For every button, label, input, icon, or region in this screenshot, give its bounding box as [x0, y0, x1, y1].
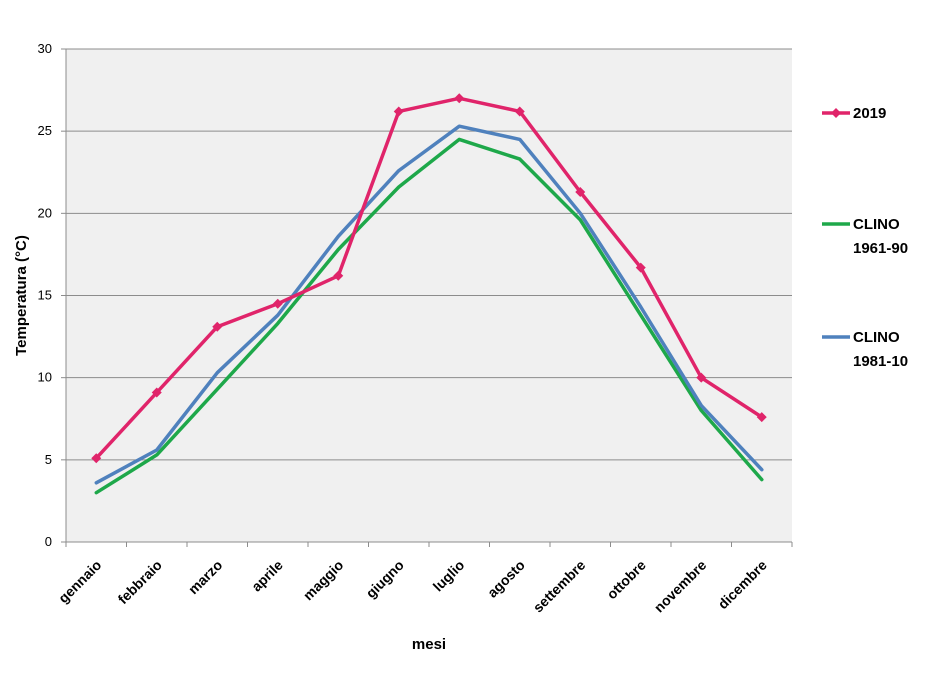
- y-tick-label: 20: [38, 205, 52, 220]
- data-point: [635, 262, 646, 273]
- y-tick-label: 30: [38, 41, 52, 56]
- y-tick-label: 5: [45, 452, 52, 467]
- data-point: [575, 186, 586, 197]
- x-tick-label: febbraio: [115, 557, 165, 607]
- series-line: [94, 137, 764, 495]
- data-point: [212, 321, 223, 332]
- x-tick-label: novembre: [651, 557, 710, 616]
- data-point: [756, 412, 767, 423]
- x-tick-label: marzo: [185, 557, 225, 597]
- gridlines: [66, 48, 792, 461]
- x-tick-label: giugno: [363, 557, 407, 601]
- x-tick-labels: gennaio febbraio marzo aprile maggio giugno lu…: [55, 557, 770, 616]
- y-tick-label: 10: [38, 370, 52, 385]
- legend-label: 2019: [853, 105, 886, 122]
- y-tick-label: 25: [38, 123, 52, 138]
- x-tick-label: dicembre: [715, 557, 770, 612]
- data-point: [454, 93, 465, 104]
- data-point: [272, 298, 283, 309]
- legend-label: 1981-10: [853, 353, 908, 370]
- x-tick-label: agosto: [484, 557, 528, 601]
- x-tick-label: ottobre: [603, 557, 649, 603]
- x-tick-label: maggio: [300, 557, 347, 604]
- x-tick-label: gennaio: [55, 557, 104, 606]
- x-tick-label: luglio: [430, 557, 468, 595]
- legend-label: CLINO: [853, 329, 900, 346]
- data-point: [393, 106, 404, 117]
- axes: [61, 48, 793, 547]
- series-lines: [91, 93, 767, 495]
- y-tick-label: 15: [38, 288, 52, 303]
- x-axis-title: mesi: [412, 636, 446, 653]
- data-point: [151, 387, 162, 398]
- data-point: [91, 453, 102, 464]
- data-point: [696, 372, 707, 383]
- y-tick-labels: 0 5 10 15 20 25 30: [38, 41, 52, 549]
- series-line: [94, 96, 764, 460]
- legend-label: CLINO: [853, 216, 900, 233]
- data-point: [333, 270, 344, 281]
- legend: 2019 CLINO 1961-90 CLINO 1981-10: [822, 105, 908, 370]
- y-tick-label: 0: [45, 534, 52, 549]
- data-point: [514, 106, 525, 117]
- y-axis-title: Temperatura (°C): [13, 235, 30, 356]
- legend-label: 1961-90: [853, 240, 908, 257]
- legend-marker: [831, 108, 841, 118]
- series-line: [94, 124, 764, 485]
- x-tick-label: aprile: [248, 557, 286, 595]
- x-tick-label: settembre: [530, 557, 589, 616]
